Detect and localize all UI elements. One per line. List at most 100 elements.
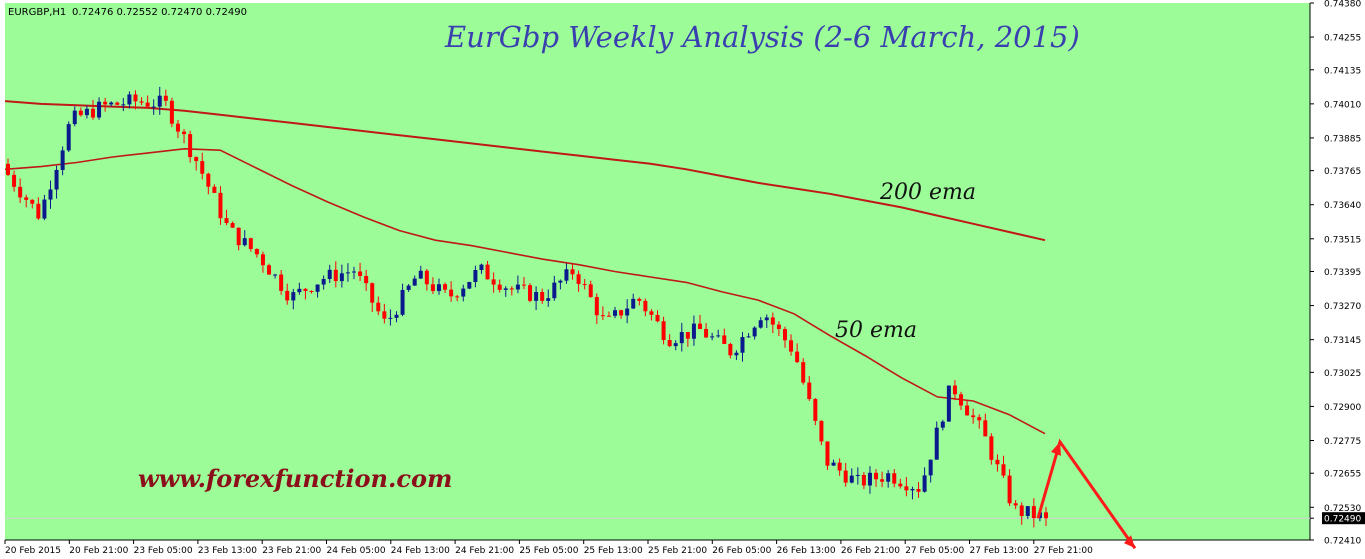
time-axis: 20 Feb 2015 20 Feb 21:00 23 Feb 05:00 23 Fe… <box>4 539 1310 556</box>
website-watermark: www.forexfunction.com <box>138 464 452 493</box>
candle-body <box>72 110 77 125</box>
candle <box>376 296 381 316</box>
candle <box>606 311 611 317</box>
candle <box>121 97 126 111</box>
candle-body <box>218 192 223 219</box>
candle-body <box>952 385 957 395</box>
time-tick-label: 27 Feb 05:00 <box>905 546 964 556</box>
candle <box>72 106 77 127</box>
candle <box>880 471 885 488</box>
time-tick-label: 23 Feb 13:00 <box>198 546 257 556</box>
candle-body <box>127 94 132 105</box>
candle <box>691 315 696 346</box>
candle <box>364 269 369 292</box>
candle-body <box>473 270 478 282</box>
candle <box>940 419 945 431</box>
candle <box>770 312 775 334</box>
candle <box>230 221 235 229</box>
time-tick-label: 24 Feb 05:00 <box>327 546 386 556</box>
candle <box>467 281 472 290</box>
price-tick-label: 0.73515 <box>1324 235 1361 245</box>
candle-body <box>151 106 156 108</box>
price-tick-label: 0.74380 <box>1324 0 1361 10</box>
candle-body <box>509 288 514 290</box>
current-price-label: 0.72490 <box>1324 515 1361 525</box>
price-tick-label: 0.73145 <box>1324 336 1361 346</box>
candle <box>279 270 284 295</box>
candle-body <box>704 328 709 338</box>
candle <box>430 277 435 294</box>
candle <box>36 197 41 221</box>
candle-body <box>115 102 120 105</box>
candle-body <box>169 100 174 124</box>
price-tick-label: 0.73395 <box>1324 268 1361 278</box>
candle <box>971 408 976 424</box>
candle-body <box>78 110 83 116</box>
price-tick-label: 0.73270 <box>1324 302 1361 312</box>
candle <box>764 314 769 329</box>
price-tick-label: 0.72410 <box>1324 537 1361 547</box>
candle <box>613 306 618 319</box>
time-tick-label: 23 Feb 05:00 <box>134 546 193 556</box>
candle-body <box>928 459 933 476</box>
candle-body <box>84 108 89 116</box>
candle <box>406 283 411 292</box>
candle <box>485 260 490 280</box>
candle-body <box>789 340 794 352</box>
time-tick-label: 25 Feb 05:00 <box>519 546 578 556</box>
candle <box>273 273 278 279</box>
candle <box>795 343 800 364</box>
candle <box>1025 506 1030 519</box>
candle <box>552 275 557 301</box>
ema-50-label: 50 ema <box>835 318 917 343</box>
candle <box>995 454 1000 472</box>
candle <box>934 421 939 460</box>
candle <box>242 230 247 247</box>
candle <box>30 199 35 209</box>
candle-body <box>819 420 824 442</box>
candle-body <box>691 323 696 339</box>
candle <box>546 289 551 307</box>
candle-body <box>479 264 484 271</box>
candle <box>758 317 763 329</box>
candle-body <box>576 274 581 284</box>
candle <box>291 288 296 310</box>
candle <box>631 293 636 310</box>
candle <box>910 486 915 500</box>
price-tick-label: 0.73640 <box>1324 201 1361 211</box>
candle-body <box>327 269 332 280</box>
candle <box>1044 507 1048 526</box>
candle-body <box>728 343 733 356</box>
candle <box>874 469 879 487</box>
candle-body <box>406 285 411 290</box>
time-tick-label: 25 Feb 21:00 <box>648 546 707 556</box>
candle <box>157 86 162 115</box>
candle-body <box>1025 506 1030 516</box>
candle-body <box>989 436 994 460</box>
candle <box>722 328 727 345</box>
candle-body <box>188 134 193 158</box>
candle-body <box>291 292 296 301</box>
candle-body <box>24 197 29 200</box>
candle-body <box>855 474 860 476</box>
candle <box>534 286 539 311</box>
candle-body <box>546 298 551 301</box>
candle <box>115 101 120 106</box>
price-tick-label: 0.73025 <box>1324 369 1361 379</box>
candle-body <box>959 394 964 406</box>
candle <box>819 420 824 446</box>
time-tick-label: 27 Feb 13:00 <box>970 546 1029 556</box>
candle <box>1007 469 1012 507</box>
candle <box>916 482 921 498</box>
candle <box>928 459 933 483</box>
candle <box>588 280 593 298</box>
candle <box>370 282 375 312</box>
candle <box>163 89 168 107</box>
candle <box>321 275 326 290</box>
candle-body <box>758 320 763 328</box>
candle-body <box>109 102 114 105</box>
candle <box>443 282 448 293</box>
candle <box>704 323 709 339</box>
candle <box>576 270 581 292</box>
projection-arrowhead-down <box>1124 535 1135 549</box>
